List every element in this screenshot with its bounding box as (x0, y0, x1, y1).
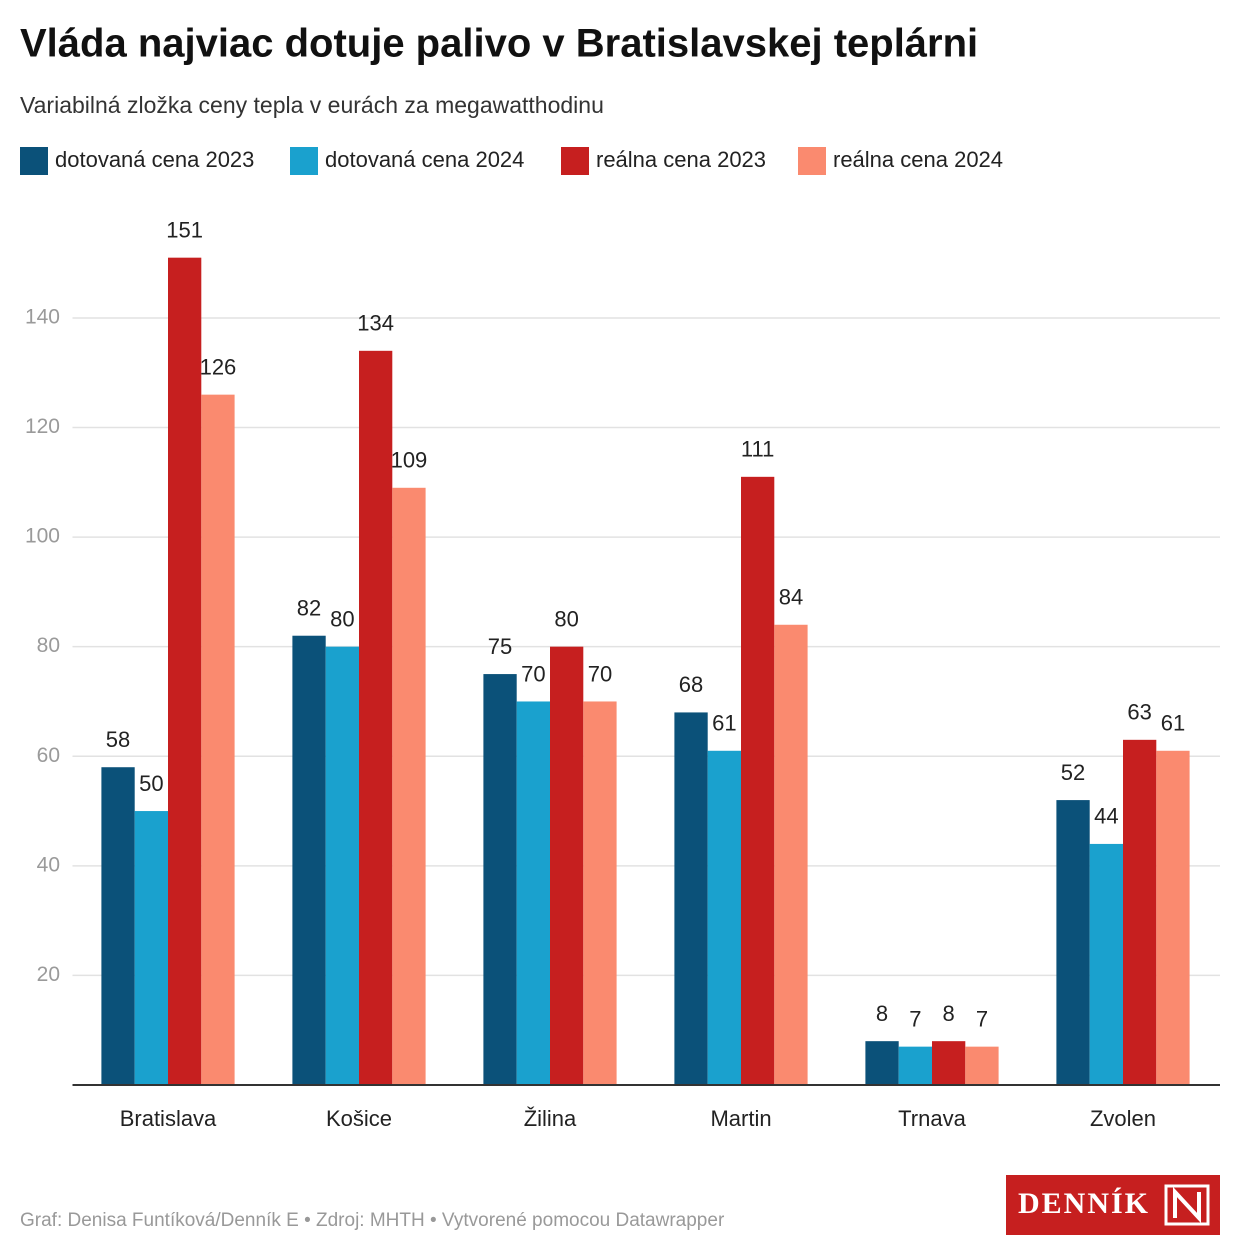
value-label: 84 (779, 585, 803, 610)
y-tick-label: 120 (25, 415, 60, 438)
bar (965, 1046, 999, 1085)
legend-swatch (290, 147, 318, 175)
y-tick-label: 80 (37, 634, 60, 657)
value-label: 8 (943, 1001, 955, 1026)
logo-icon-n (1173, 1186, 1201, 1224)
bar (1089, 843, 1123, 1085)
value-label: 7 (909, 1006, 921, 1031)
value-label: 151 (166, 217, 203, 242)
bar (674, 712, 708, 1085)
value-label: 111 (741, 437, 774, 462)
bar (1156, 750, 1190, 1085)
value-label: 8 (876, 1001, 888, 1026)
bar (707, 750, 741, 1085)
footer: Graf: Denisa Funtíková/Denník E • Zdroj:… (20, 1210, 725, 1231)
value-label: 50 (139, 771, 163, 796)
x-tick-label: Žilina (524, 1106, 577, 1131)
bar (392, 487, 426, 1085)
x-tick-label: Zvolen (1090, 1106, 1156, 1131)
value-label: 80 (330, 606, 354, 631)
bar (774, 624, 808, 1085)
bar (898, 1046, 932, 1085)
value-label: 126 (200, 354, 237, 379)
bar (741, 476, 775, 1085)
value-label: 134 (357, 311, 394, 336)
bar (101, 767, 135, 1085)
bar (483, 674, 517, 1085)
x-tick-label: Košice (326, 1106, 392, 1131)
value-label: 61 (1161, 711, 1185, 736)
bar (1056, 800, 1090, 1085)
chart-title: Vláda najviac dotuje palivo v Bratislavs… (20, 22, 978, 66)
value-label: 7 (976, 1006, 988, 1031)
legend-swatch (561, 147, 589, 175)
legend-label: reálna cena 2024 (833, 147, 1003, 172)
logo-text: DENNÍK (1018, 1187, 1150, 1220)
bar (134, 811, 168, 1085)
bar (1123, 739, 1157, 1085)
bar (359, 350, 393, 1086)
legend-swatch (798, 147, 826, 175)
value-label: 82 (297, 596, 321, 621)
value-label: 63 (1127, 700, 1151, 725)
bar (325, 646, 359, 1085)
y-tick-label: 100 (25, 525, 60, 548)
legend-label: dotovaná cena 2024 (325, 147, 524, 172)
y-tick-label: 40 (37, 853, 60, 876)
y-tick-label: 60 (37, 744, 60, 767)
legend-label: dotovaná cena 2023 (55, 147, 254, 172)
bar (583, 701, 617, 1085)
x-tick-label: Trnava (898, 1106, 966, 1131)
logo-icon (1164, 1184, 1210, 1226)
x-tick-label: Bratislava (120, 1106, 217, 1131)
value-label: 70 (521, 661, 545, 686)
bar (516, 701, 550, 1085)
legend-label: reálna cena 2023 (596, 147, 766, 172)
chart-subtitle: Variabilná zložka ceny tepla v eurách za… (20, 92, 604, 118)
bar (292, 635, 326, 1085)
bar (932, 1041, 966, 1085)
value-label: 61 (712, 711, 736, 736)
value-label: 80 (554, 606, 578, 631)
bar (168, 257, 202, 1085)
value-label: 44 (1094, 804, 1118, 829)
y-tick-label: 20 (37, 963, 60, 986)
logo: DENNÍK (1006, 1175, 1220, 1235)
bar (550, 646, 584, 1085)
value-label: 109 (391, 448, 428, 473)
bar (201, 394, 235, 1085)
value-label: 75 (488, 634, 512, 659)
value-label: 52 (1061, 760, 1085, 785)
legend-swatch (20, 147, 48, 175)
value-label: 68 (679, 672, 703, 697)
value-label: 58 (106, 727, 130, 752)
y-tick-label: 140 (25, 305, 60, 328)
bar (865, 1041, 899, 1085)
value-label: 70 (588, 661, 612, 686)
x-tick-label: Martin (710, 1106, 771, 1131)
